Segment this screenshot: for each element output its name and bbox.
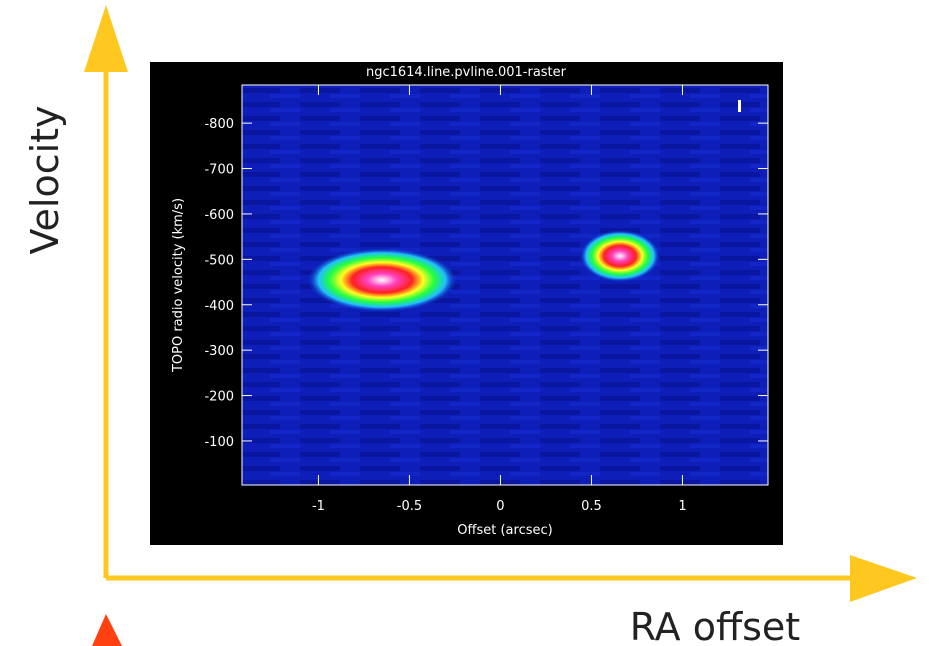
y-tick-label: -400 [204,299,234,314]
chart-title: ngc1614.line.pvline.001-raster [366,65,567,80]
y-tick-label: -600 [204,208,234,223]
y-axis-label: TOPO radio velocity (km/s) [171,198,186,373]
x-axis-label: Offset (arcsec) [457,523,552,538]
emission [307,248,457,312]
marker [92,614,122,646]
y-tick-label: -700 [204,163,234,178]
x-tick-label: 0.5 [581,499,602,514]
x-tick-label: 0 [496,499,504,514]
y-tick-label: -800 [204,117,234,132]
outer-label: RA offset [630,605,800,646]
y-tick-label: -100 [204,435,234,450]
y-tick-label: -300 [204,344,234,359]
outer-label: Velocity [23,105,67,254]
x-tick-label: 1 [678,499,686,514]
y-tick-label: -500 [204,253,234,268]
arrow-head [84,5,128,72]
x-tick-label: -0.5 [397,499,422,514]
x-tick-label: -1 [312,499,325,514]
emission [580,230,660,282]
beam [738,100,741,112]
plot-frame [241,84,769,486]
y-tick-label: -200 [204,390,234,405]
arrow-head [850,555,917,602]
